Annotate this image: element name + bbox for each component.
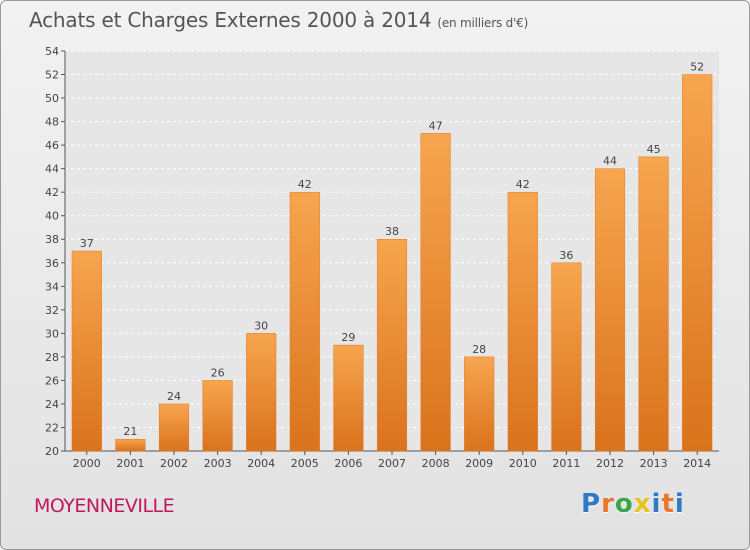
x-tick-label: 2005: [291, 457, 319, 470]
y-tick-label: 30: [45, 327, 59, 340]
bar: [202, 380, 233, 452]
logo-letter: i: [651, 489, 662, 519]
bar-group: 42: [289, 178, 320, 452]
chart-unit: (en milliers d'€): [437, 16, 529, 30]
x-tick-label: 2011: [552, 457, 580, 470]
bar-group: 37: [71, 237, 102, 452]
y-tick-label: 42: [45, 186, 59, 199]
bar: [158, 403, 190, 452]
bar-group: 44: [594, 155, 626, 452]
bar-group: 24: [158, 390, 190, 452]
bar-value-label: 28: [472, 343, 486, 356]
y-tick-label: 54: [45, 45, 59, 58]
y-tick-label: 36: [45, 257, 59, 270]
bar-group: 38: [376, 225, 408, 452]
y-tick-label: 22: [45, 421, 59, 434]
y-tick-label: 26: [45, 374, 59, 387]
y-tick-label: 44: [45, 163, 59, 176]
bar-value-label: 37: [80, 237, 94, 250]
logo-letter: r: [601, 489, 615, 519]
y-tick-label: 50: [45, 92, 59, 105]
x-tick-label: 2008: [422, 457, 450, 470]
logo-letter: t: [661, 489, 675, 519]
y-tick-label: 40: [45, 210, 59, 223]
y-tick-label: 46: [45, 139, 59, 152]
chart-title: Achats et Charges Externes 2000 à 2014 (e…: [29, 8, 528, 32]
bar-group: 28: [464, 343, 495, 452]
y-tick-label: 28: [45, 351, 59, 364]
bar-group: 42: [507, 178, 538, 452]
bar-group: 26: [202, 366, 233, 452]
logo-letter: P: [581, 489, 602, 519]
bar-value-label: 38: [385, 225, 399, 238]
bar: [682, 74, 713, 452]
bar-value-label: 47: [429, 119, 443, 132]
bar: [246, 333, 277, 452]
bar-value-label: 29: [341, 331, 355, 344]
y-tick-label: 52: [45, 69, 59, 82]
bar-group: 45: [638, 143, 669, 452]
x-tick-label: 2003: [204, 457, 232, 470]
x-tick-label: 2004: [247, 457, 275, 470]
bar: [464, 356, 495, 452]
logo-letter: x: [633, 489, 652, 519]
bar-value-label: 42: [516, 178, 530, 191]
bar: [551, 262, 582, 452]
x-tick-label: 2014: [683, 457, 711, 470]
x-tick-label: 2010: [509, 457, 537, 470]
bar: [115, 438, 146, 452]
bar-value-label: 21: [123, 425, 137, 438]
bar-group: 29: [333, 331, 364, 452]
x-tick-label: 2007: [378, 457, 406, 470]
bar-group: 30: [246, 319, 277, 452]
chart-title-text: Achats et Charges Externes 2000 à 2014: [29, 8, 432, 32]
bar-value-label: 26: [211, 366, 225, 379]
logo-letter: o: [614, 489, 634, 519]
x-tick-label: 2013: [640, 457, 668, 470]
bar-value-label: 36: [559, 249, 573, 262]
bar-group: 36: [551, 249, 582, 452]
y-tick-label: 20: [45, 445, 59, 458]
y-tick-label: 24: [45, 398, 59, 411]
commune-name: MOYENNEVILLE: [34, 495, 175, 517]
y-tick-label: 32: [45, 304, 59, 317]
proxiti-logo: Proxiti: [581, 489, 685, 519]
bar: [594, 168, 626, 452]
x-tick-label: 2009: [465, 457, 493, 470]
y-tick-label: 38: [45, 233, 59, 246]
bar-group: 52: [682, 61, 713, 452]
bar: [289, 191, 320, 452]
bar-group: 47: [420, 119, 451, 452]
bar: [376, 238, 408, 452]
bar: [420, 133, 451, 452]
x-tick-label: 2001: [116, 457, 144, 470]
bar: [638, 156, 669, 452]
y-tick-label: 34: [45, 280, 59, 293]
bar-value-label: 42: [298, 178, 312, 191]
bar-value-label: 52: [690, 61, 704, 74]
x-tick-label: 2006: [334, 457, 362, 470]
x-tick-label: 2002: [160, 457, 188, 470]
x-tick-label: 2000: [73, 457, 101, 470]
y-tick-label: 48: [45, 116, 59, 129]
bar: [333, 344, 364, 452]
bar-value-label: 24: [167, 390, 181, 403]
bar: [71, 250, 102, 452]
x-tick-label: 2012: [596, 457, 624, 470]
bar: [507, 191, 538, 452]
logo-letter: i: [674, 489, 685, 519]
bar-value-label: 45: [647, 143, 661, 156]
bar-value-label: 30: [254, 319, 268, 332]
bar-value-label: 44: [603, 155, 617, 168]
